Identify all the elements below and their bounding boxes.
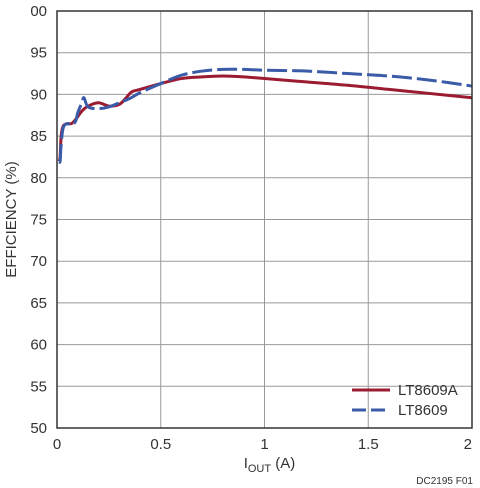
x-axis-label: IOUT (A) xyxy=(244,455,296,475)
series-line-lt8609 xyxy=(57,67,473,164)
series-lines xyxy=(57,67,473,164)
x-axis-label-main: I xyxy=(244,455,248,472)
legend-label-lt8609a: LT8609A xyxy=(398,382,458,399)
x-tick-label: 0 xyxy=(53,436,61,453)
y-tick-label: 50 xyxy=(30,420,47,437)
y-tick-label: 95 xyxy=(30,45,47,62)
series-line-lt8609a xyxy=(57,74,473,162)
x-tick-label: 2 xyxy=(464,436,472,453)
y-tick-label: 75 xyxy=(30,212,47,229)
y-axis-label: EFFICIENCY (%) xyxy=(3,161,20,277)
y-tick-label: 85 xyxy=(30,128,47,145)
legend: LT8609A LT8609 xyxy=(352,382,458,419)
y-tick-label: 00 xyxy=(30,3,47,20)
y-tick-label: 60 xyxy=(30,337,47,354)
y-tick-labels: 50 55 60 65 70 75 80 85 90 95 00 xyxy=(30,3,47,437)
y-tick-label: 65 xyxy=(30,295,47,312)
x-tick-label: 1 xyxy=(260,436,268,453)
grid-lines xyxy=(56,10,473,429)
figure-code: DC2195 F01 xyxy=(416,476,473,487)
y-tick-label: 90 xyxy=(30,86,47,103)
x-tick-labels: 0 0.5 1 1.5 2 xyxy=(53,436,472,453)
y-tick-label: 80 xyxy=(30,170,47,187)
legend-label-lt8609: LT8609 xyxy=(398,402,448,419)
x-tick-label: 1.5 xyxy=(358,436,379,453)
y-tick-label: 55 xyxy=(30,378,47,395)
x-axis-label-unit: (A) xyxy=(271,455,295,472)
x-tick-label: 0.5 xyxy=(150,436,171,453)
y-tick-label: 70 xyxy=(30,253,47,270)
plot-frame xyxy=(56,10,473,429)
x-axis-label-subscript: OUT xyxy=(248,463,272,475)
